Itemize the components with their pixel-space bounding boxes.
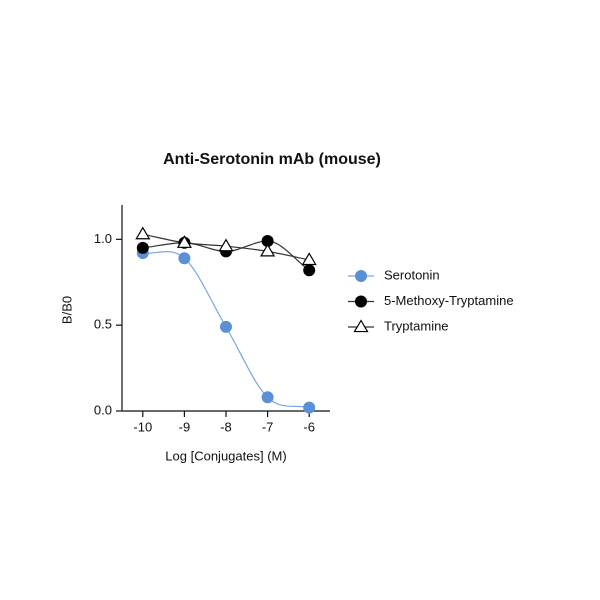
data-point — [135, 226, 151, 240]
x-tick-label: -9 — [179, 419, 191, 434]
data-point — [220, 320, 232, 333]
data-point — [260, 243, 276, 257]
data-point — [303, 264, 316, 277]
data-point — [261, 235, 274, 248]
data-point — [303, 401, 316, 414]
y-tick-label: 1.0 — [94, 231, 112, 246]
data-point — [261, 391, 274, 404]
legend-marker — [355, 270, 367, 282]
chart-title: Anti-Serotonin mAb (mouse) — [163, 151, 381, 168]
data-point — [301, 252, 317, 266]
legend-marker — [355, 295, 367, 308]
legend-label: Tryptamine — [384, 318, 449, 333]
legend-label: 5-Methoxy-Tryptamine — [384, 293, 514, 308]
x-tick-label: -7 — [262, 419, 274, 434]
x-tick-label: -10 — [133, 419, 152, 434]
data-point — [178, 252, 191, 265]
data-point — [218, 238, 234, 252]
y-axis-label: B/B0 — [59, 296, 74, 324]
y-tick-label: 0.0 — [94, 402, 112, 417]
x-tick-label: -6 — [303, 419, 315, 434]
data-point — [176, 235, 192, 248]
x-axis-label: Log [Conjugates] (M) — [165, 448, 286, 463]
legend-marker — [353, 319, 369, 333]
legend-label: Serotonin — [384, 267, 440, 282]
x-tick-label: -8 — [220, 419, 232, 434]
y-tick-label: 0.5 — [94, 317, 112, 332]
data-point — [136, 241, 149, 254]
